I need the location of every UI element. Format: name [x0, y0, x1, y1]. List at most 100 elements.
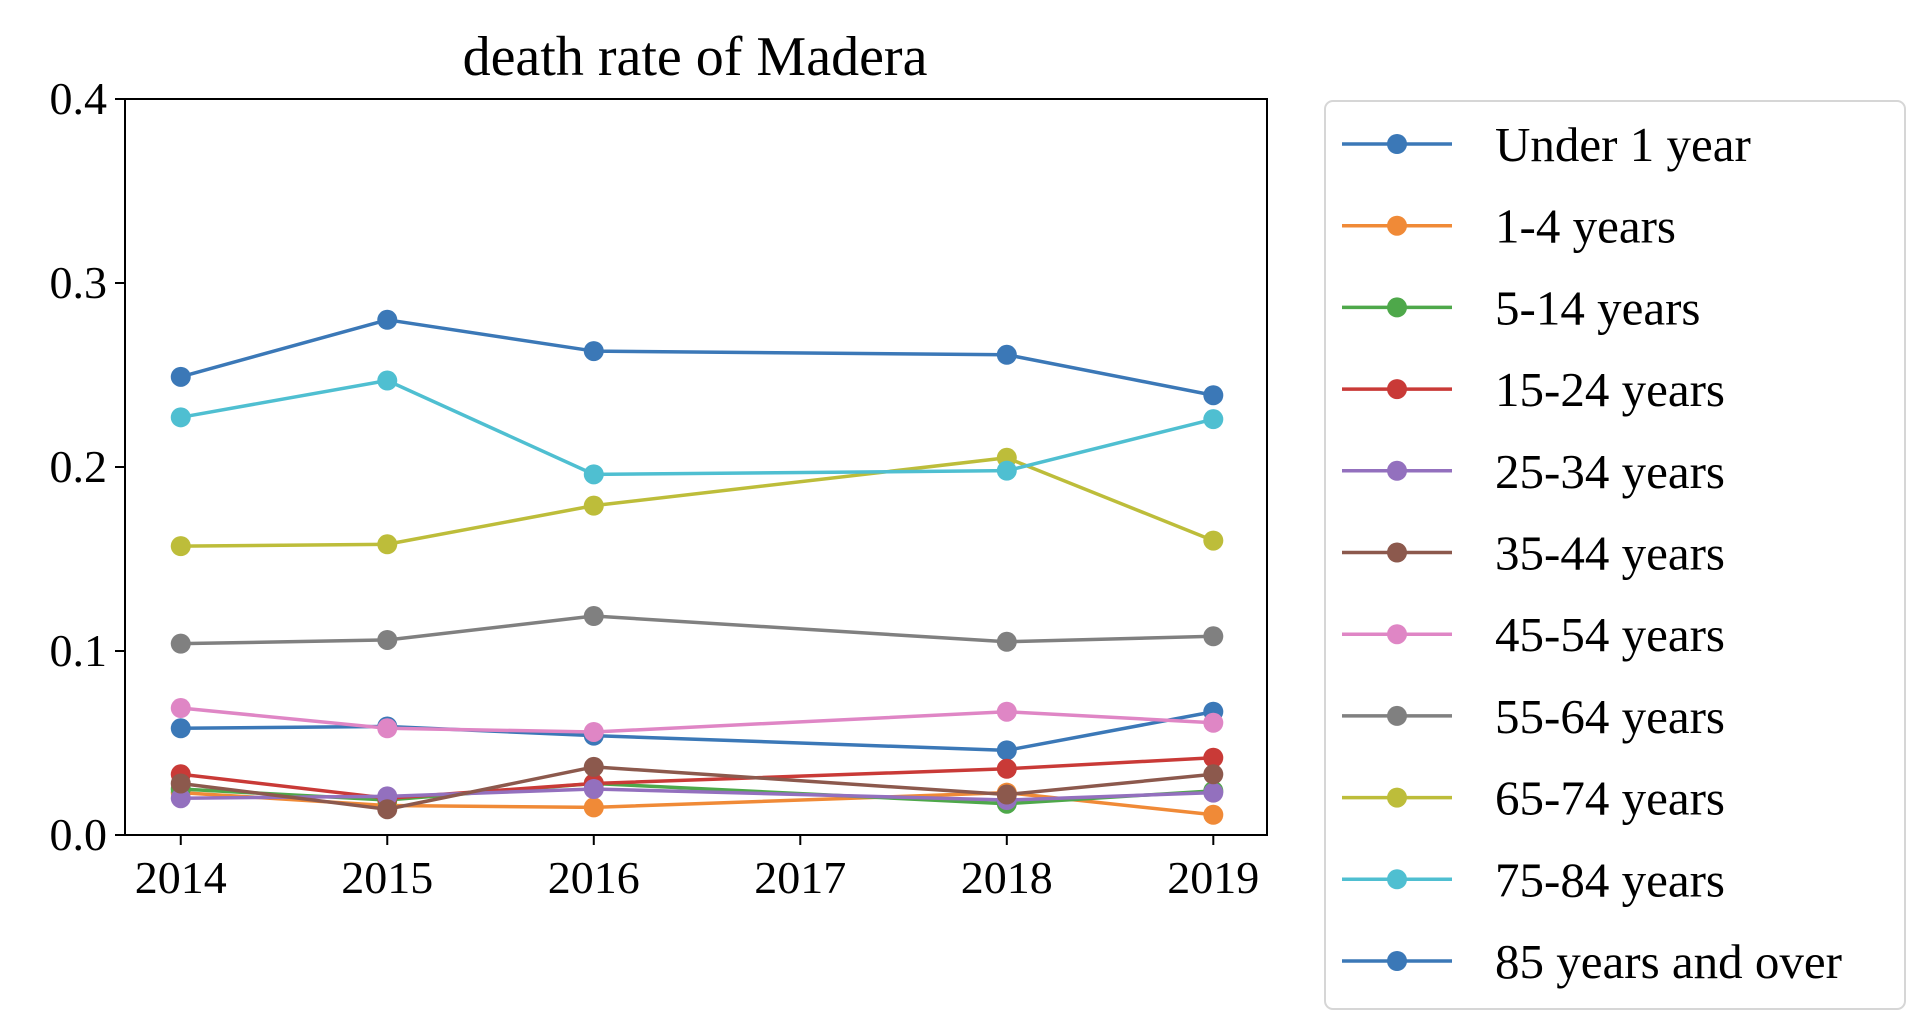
series-line	[180, 709, 1214, 753]
data-point	[1203, 764, 1224, 785]
data-point	[996, 460, 1017, 481]
legend-item: 1-4 years	[1342, 199, 1676, 254]
series-line	[180, 456, 1214, 548]
legend-marker	[1387, 379, 1407, 400]
x-tick-label: 2019	[1167, 852, 1259, 903]
data-point	[170, 536, 191, 557]
legend-item: 75-84 years	[1342, 852, 1725, 907]
data-point	[583, 495, 604, 516]
series-1	[170, 701, 1224, 761]
data-point	[1203, 782, 1224, 803]
data-point	[996, 784, 1017, 805]
legend-item: 55-64 years	[1342, 689, 1725, 744]
legend-label: 1-4 years	[1495, 199, 1676, 254]
series-line	[180, 614, 1214, 646]
data-point	[1203, 385, 1224, 406]
data-point	[583, 797, 604, 818]
legend-item: 25-34 years	[1342, 444, 1725, 499]
x-tick-label: 2017	[754, 852, 846, 903]
data-point	[996, 631, 1017, 652]
legend-marker	[1387, 869, 1407, 890]
data-point	[377, 309, 398, 330]
y-tick-label: 0.0	[50, 809, 108, 860]
legend-label: 75-84 years	[1495, 852, 1725, 907]
x-tick-label: 2018	[961, 852, 1053, 903]
legend-marker	[1387, 460, 1407, 481]
plot-area	[124, 98, 1268, 836]
legend-item: Under 1 year	[1342, 117, 1751, 172]
data-point	[1203, 409, 1224, 430]
legend-marker	[1387, 705, 1407, 726]
y-tick-label: 0.2	[50, 441, 108, 492]
series-layer	[170, 309, 1224, 825]
legend-item: 5-14 years	[1342, 280, 1700, 335]
data-point	[377, 799, 398, 820]
data-point	[377, 370, 398, 391]
legend-item: 15-24 years	[1342, 362, 1725, 417]
data-point	[170, 698, 191, 719]
x-tick-label: 2015	[341, 852, 433, 903]
data-point	[996, 740, 1017, 761]
plot-frame	[124, 98, 1268, 836]
data-point	[1203, 804, 1224, 825]
legend-item: 35-44 years	[1342, 526, 1725, 581]
series-7	[170, 698, 1224, 742]
legend-label: 45-54 years	[1495, 607, 1725, 662]
data-point	[583, 756, 604, 777]
legend-marker	[1387, 134, 1407, 154]
legend-item: 85 years and over	[1342, 934, 1842, 989]
data-point	[583, 721, 604, 742]
data-point	[1203, 626, 1224, 647]
data-point	[583, 779, 604, 799]
data-point	[1203, 712, 1224, 733]
series-8	[170, 606, 1224, 654]
data-point	[170, 407, 191, 428]
x-axis: 2014 2015 2016 2017 2018 2019	[135, 835, 1259, 903]
series-line	[180, 318, 1214, 397]
legend-label: 65-74 years	[1495, 771, 1725, 826]
series-11	[170, 309, 1224, 406]
chart-title: death rate of Madera	[463, 26, 928, 88]
data-point	[996, 758, 1017, 779]
legend-label: 25-34 years	[1495, 444, 1725, 499]
data-point	[170, 718, 191, 739]
legend-item: 65-74 years	[1342, 771, 1725, 826]
legend-label: 15-24 years	[1495, 362, 1725, 417]
legend-label: 5-14 years	[1495, 280, 1700, 335]
legend-marker	[1387, 297, 1407, 318]
legend-marker	[1387, 215, 1407, 236]
legend-label: 55-64 years	[1495, 689, 1725, 744]
x-tick-label: 2014	[135, 852, 227, 903]
legend-label: 35-44 years	[1495, 526, 1725, 581]
data-point	[170, 633, 191, 654]
data-point	[1203, 530, 1224, 551]
data-point	[583, 606, 604, 627]
data-point	[170, 773, 191, 794]
data-point	[583, 341, 604, 362]
y-tick-label: 0.1	[50, 625, 108, 676]
legend-marker	[1387, 951, 1407, 971]
y-tick-label: 0.3	[50, 257, 108, 308]
series-6	[170, 756, 1224, 820]
legend-marker	[1387, 787, 1407, 808]
legend-marker	[1387, 624, 1407, 645]
data-point	[377, 534, 398, 555]
legend-box	[1324, 100, 1906, 1010]
legend: Under 1 year 1-4 years 5-14 years 15-24 yea…	[1324, 100, 1906, 1010]
data-point	[170, 788, 191, 809]
series-9	[170, 447, 1224, 557]
legend-label: 85 years and over	[1495, 934, 1842, 989]
legend-marker	[1387, 542, 1407, 563]
legend-label: Under 1 year	[1495, 117, 1751, 172]
legend-item: 45-54 years	[1342, 607, 1725, 662]
data-point	[170, 366, 191, 387]
y-tick-label: 0.4	[50, 73, 108, 124]
data-point	[996, 344, 1017, 365]
series-10	[170, 370, 1224, 485]
x-tick-label: 2016	[548, 852, 640, 903]
data-point	[377, 629, 398, 650]
y-axis: 0.0 0.1 0.2 0.3 0.4	[50, 73, 125, 860]
data-point	[583, 464, 604, 485]
data-point	[1203, 747, 1224, 768]
data-point	[996, 701, 1017, 722]
